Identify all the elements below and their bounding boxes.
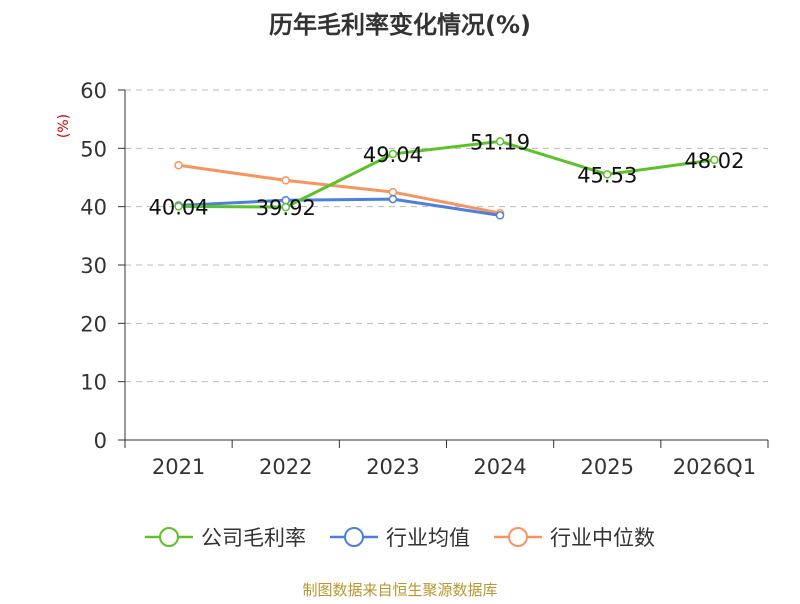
y-axis-label: (%)	[56, 114, 72, 138]
data-label: 48.02	[684, 149, 744, 173]
y-tick-label: 30	[80, 254, 107, 278]
y-tick-label: 60	[80, 79, 107, 103]
x-tick-label: 2024	[473, 455, 526, 479]
data-point	[174, 161, 183, 170]
y-tick-label: 10	[80, 371, 107, 395]
legend-swatch-marker	[344, 527, 364, 547]
data-point	[495, 211, 505, 220]
series-line	[178, 139, 715, 209]
data-label: 45.53	[577, 163, 637, 187]
y-tick-label: 40	[80, 196, 107, 220]
chart-title: 历年毛利率变化情况(%)	[269, 11, 531, 39]
legend-item[interactable]: 行业均值	[330, 526, 470, 550]
legend-label: 行业中位数	[550, 526, 655, 550]
legend-label: 行业均值	[386, 526, 470, 550]
legend-item[interactable]: 公司毛利率	[145, 526, 306, 550]
grid-lines	[125, 89, 768, 383]
legend-label: 公司毛利率	[201, 526, 306, 550]
data-point	[388, 187, 398, 197]
series-line	[178, 197, 501, 217]
axes: 0 10 20 30 40 50 60 2021 2022 2023 2024 2025 2026Q1	[80, 79, 769, 479]
data-point	[495, 137, 505, 146]
legend-item[interactable]: 行业中位数	[494, 526, 655, 550]
source-note: 制图数据来自恒生聚源数据库	[302, 581, 497, 599]
x-tick-label: 2026Q1	[673, 455, 756, 479]
data-label: 49.04	[363, 143, 423, 167]
data-point	[281, 202, 290, 212]
data-point	[388, 194, 398, 204]
series-lines	[174, 137, 719, 220]
x-tick-label: 2023	[366, 455, 419, 479]
legend-swatch-marker	[159, 527, 179, 547]
data-label: 39.92	[256, 196, 316, 220]
data-point	[281, 176, 290, 185]
y-tick-label: 20	[80, 312, 107, 336]
data-label: 51.19	[470, 130, 530, 154]
y-tick-label: 50	[80, 137, 107, 161]
data-point	[174, 202, 183, 211]
data-point	[388, 149, 398, 159]
y-tick-label: 0	[94, 429, 107, 453]
x-tick-label: 2021	[152, 455, 205, 479]
x-tick-label: 2025	[581, 455, 634, 479]
data-point	[710, 155, 719, 165]
legend[interactable]: 公司毛利率 行业均值 行业中位数	[145, 526, 655, 550]
data-label: 40.04	[149, 195, 209, 219]
data-labels: 40.04 39.92 49.04 51.19 45.53 48.02	[149, 130, 745, 220]
series-line	[178, 163, 501, 215]
data-point	[603, 170, 612, 179]
x-tick-label: 2022	[259, 455, 312, 479]
legend-swatch-marker	[508, 527, 528, 547]
